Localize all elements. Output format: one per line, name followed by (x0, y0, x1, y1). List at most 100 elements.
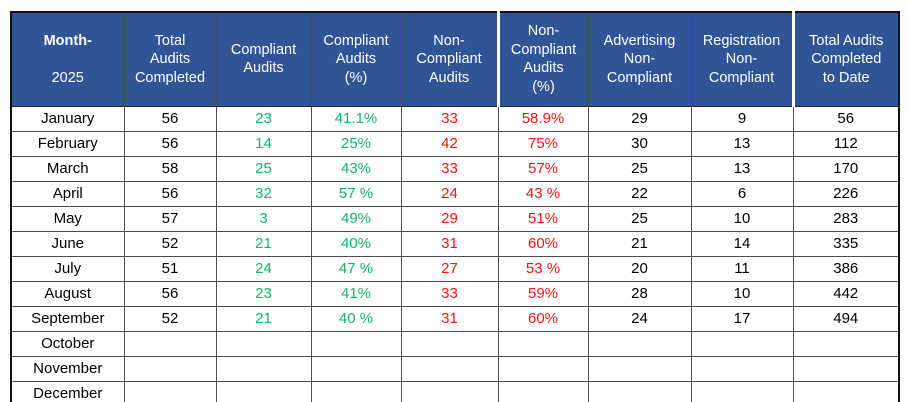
value-cell: 25% (310, 130, 402, 157)
value-cell: 10 (690, 205, 794, 232)
value-cell (497, 380, 589, 402)
value-cell: 23 (215, 280, 312, 307)
value-cell: 28 (587, 280, 692, 307)
value-cell: 6 (690, 180, 794, 207)
value-cell: 40 % (310, 305, 402, 332)
value-cell (400, 380, 499, 402)
value-cell: 56 (123, 130, 217, 157)
header-month-label: Month- (43, 32, 92, 49)
value-cell (690, 355, 794, 382)
value-cell: 25 (215, 155, 312, 182)
table-row: February 56 14 25% 42 75% 30 13 112 (10, 130, 900, 157)
value-cell: 112 (792, 130, 900, 157)
header-compliant-audits-pct: Compliant Audits (%) (310, 11, 402, 107)
table-row: September 52 21 40 % 31 60% 24 17 494 (10, 305, 900, 332)
value-cell (587, 380, 692, 402)
header-row: Month- 2025 Total Audits Completed Compl… (10, 11, 900, 107)
value-cell: 13 (690, 155, 794, 182)
value-cell: 57 (123, 205, 217, 232)
value-cell: 22 (587, 180, 692, 207)
value-cell (123, 330, 217, 357)
value-cell: 53 % (497, 255, 589, 282)
value-cell: 29 (587, 105, 692, 132)
value-cell: 9 (690, 105, 794, 132)
value-cell: 57 % (310, 180, 402, 207)
value-cell: 58.9% (497, 105, 589, 132)
month-cell: May (10, 205, 125, 232)
header-total-audits-completed: Total Audits Completed (123, 11, 217, 107)
value-cell: 41% (310, 280, 402, 307)
month-cell: September (10, 305, 125, 332)
table-row: July 51 24 47 % 27 53 % 20 11 386 (10, 255, 900, 282)
value-cell (587, 355, 692, 382)
value-cell: 60% (497, 305, 589, 332)
value-cell (123, 355, 217, 382)
value-cell (497, 355, 589, 382)
table-row: March 58 25 43% 33 57% 25 13 170 (10, 155, 900, 182)
value-cell (792, 330, 900, 357)
value-cell: 283 (792, 205, 900, 232)
value-cell: 3 (215, 205, 312, 232)
header-registration-non-compliant: Registration Non- Compliant (690, 11, 794, 107)
value-cell (497, 330, 589, 357)
value-cell: 49% (310, 205, 402, 232)
month-cell: October (10, 330, 125, 357)
value-cell (690, 330, 794, 357)
table-body: January 56 23 41.1% 33 58.9% 29 9 56 February 56 14… (10, 105, 900, 402)
month-cell: March (10, 155, 125, 182)
month-cell: June (10, 230, 125, 257)
table-row: October (10, 330, 900, 357)
table-row: May 57 3 49% 29 51% 25 10 283 (10, 205, 900, 232)
value-cell: 56 (123, 280, 217, 307)
table-header: Month- 2025 Total Audits Completed Compl… (10, 11, 900, 107)
value-cell: 40% (310, 230, 402, 257)
value-cell (400, 330, 499, 357)
value-cell: 21 (587, 230, 692, 257)
value-cell: 42 (400, 130, 499, 157)
value-cell (792, 380, 900, 402)
value-cell: 25 (587, 155, 692, 182)
header-total-audits-to-date: Total Audits Completed to Date (791, 11, 900, 107)
value-cell: 170 (792, 155, 900, 182)
value-cell: 32 (215, 180, 312, 207)
value-cell: 41.1% (310, 105, 402, 132)
value-cell: 51% (497, 205, 589, 232)
value-cell (215, 380, 312, 402)
value-cell: 25 (587, 205, 692, 232)
value-cell: 24 (215, 255, 312, 282)
value-cell (792, 355, 900, 382)
month-cell: December (10, 380, 125, 402)
value-cell: 30 (587, 130, 692, 157)
value-cell (587, 330, 692, 357)
value-cell: 10 (690, 280, 794, 307)
value-cell (123, 380, 217, 402)
value-cell: 226 (792, 180, 900, 207)
header-non-compliant-audits: Non- Compliant Audits (400, 11, 499, 107)
header-month: Month- 2025 (10, 11, 125, 107)
table-row: June 52 21 40% 31 60% 21 14 335 (10, 230, 900, 257)
value-cell: 56 (792, 105, 900, 132)
value-cell (400, 355, 499, 382)
value-cell: 13 (690, 130, 794, 157)
value-cell (310, 355, 402, 382)
value-cell: 24 (400, 180, 499, 207)
table-row: August 56 23 41% 33 59% 28 10 442 (10, 280, 900, 307)
value-cell: 14 (690, 230, 794, 257)
value-cell: 27 (400, 255, 499, 282)
value-cell: 75% (497, 130, 589, 157)
value-cell: 23 (215, 105, 312, 132)
value-cell: 56 (123, 180, 217, 207)
value-cell: 11 (690, 255, 794, 282)
value-cell: 57% (497, 155, 589, 182)
value-cell (215, 355, 312, 382)
header-compliant-audits: Compliant Audits (215, 11, 312, 107)
value-cell: 494 (792, 305, 900, 332)
value-cell: 31 (400, 305, 499, 332)
table-row: January 56 23 41.1% 33 58.9% 29 9 56 (10, 105, 900, 132)
value-cell (310, 380, 402, 402)
value-cell: 58 (123, 155, 217, 182)
value-cell: 33 (400, 105, 499, 132)
value-cell: 21 (215, 305, 312, 332)
value-cell: 24 (587, 305, 692, 332)
value-cell: 60% (497, 230, 589, 257)
